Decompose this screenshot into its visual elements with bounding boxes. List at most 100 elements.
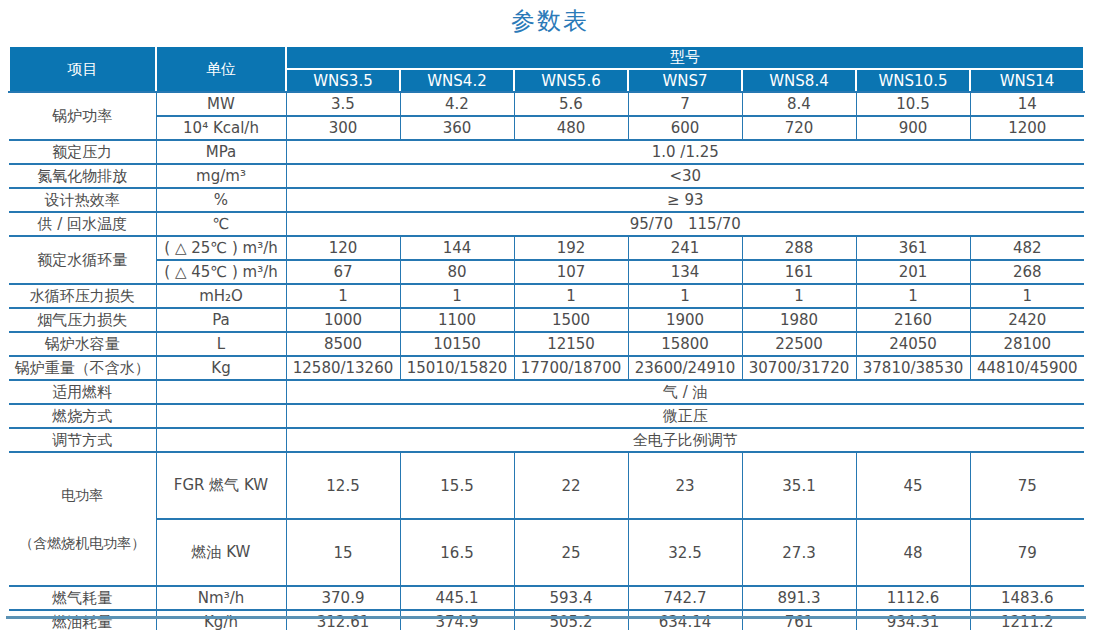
model-header: WNS7	[628, 69, 742, 92]
row-unit	[156, 380, 286, 404]
value-cell: 1	[970, 284, 1084, 308]
value-cell: 15800	[628, 332, 742, 356]
value-cell: 17700/18700	[514, 356, 628, 380]
value-cell: 5.6	[514, 92, 628, 116]
value-cell: 79	[970, 519, 1084, 586]
value-cell: 10150	[400, 332, 514, 356]
table-row-combustion: 燃烧方式 微正压	[9, 404, 1084, 428]
value-cell: 4.2	[400, 92, 514, 116]
value-cell: 1100	[400, 308, 514, 332]
value-cell: 1900	[628, 308, 742, 332]
value-cell: 761	[742, 610, 856, 630]
row-label: 供 / 回水温度	[9, 212, 156, 236]
row-unit: L	[156, 332, 286, 356]
row-label: 额定水循环量	[9, 236, 156, 284]
value-cell: 23600/24910	[628, 356, 742, 380]
value-cell: 742.7	[628, 586, 742, 610]
value-cell: 634.14	[628, 610, 742, 630]
table-row-circulation-25: 额定水循环量 ( △ 25℃ ) m³/h 120 144 192 241 28…	[9, 236, 1084, 260]
value-cell: 45	[856, 452, 970, 519]
table-row-power-kcal: 10⁴ Kcal/h 300 360 480 600 720 900 1200	[9, 116, 1084, 140]
table-row-circ-loss: 水循环压力损失 mH₂O 1 1 1 1 1 1 1	[9, 284, 1084, 308]
value-cell: 35.1	[742, 452, 856, 519]
row-unit: Kg/h	[156, 610, 286, 630]
model-header: WNS8.4	[742, 69, 856, 92]
value-cell: 30700/31720	[742, 356, 856, 380]
value-cell: 374.9	[400, 610, 514, 630]
value-cell: 22500	[742, 332, 856, 356]
page-title: 参数表	[0, 0, 1100, 38]
value-cell: 900	[856, 116, 970, 140]
row-unit: ℃	[156, 212, 286, 236]
row-label: 适用燃料	[9, 380, 156, 404]
value-cell: 192	[514, 236, 628, 260]
value-cell: 268	[970, 260, 1084, 284]
value-cell: 480	[514, 116, 628, 140]
row-unit: FGR 燃气 KW	[156, 452, 286, 519]
value-cell: 1.0 /1.25	[286, 140, 1084, 164]
value-cell: 891.3	[742, 586, 856, 610]
table-row-gas-consumption: 燃气耗量 Nm³/h 370.9 445.1 593.4 742.7 891.3…	[9, 586, 1084, 610]
value-cell: 288	[742, 236, 856, 260]
value-cell: 505.2	[514, 610, 628, 630]
table-row-regulation: 调节方式 全电子比例调节	[9, 428, 1084, 452]
value-cell: 23	[628, 452, 742, 519]
value-cell: 1112.6	[856, 586, 970, 610]
column-header-model-group: 型号	[286, 46, 1084, 69]
row-label: 锅炉水容量	[9, 332, 156, 356]
value-cell: 15.5	[400, 452, 514, 519]
value-cell: 气 / 油	[286, 380, 1084, 404]
model-header: WNS14	[970, 69, 1084, 92]
value-cell: 15010/15820	[400, 356, 514, 380]
value-cell: 720	[742, 116, 856, 140]
row-label: 燃油耗量	[9, 610, 156, 630]
model-header: WNS10.5	[856, 69, 970, 92]
value-cell: 201	[856, 260, 970, 284]
row-unit: Nm³/h	[156, 586, 286, 610]
value-cell: 300	[286, 116, 400, 140]
row-label-line2: （含燃烧机电功率）	[9, 535, 156, 551]
row-label: 调节方式	[9, 428, 156, 452]
value-cell: 16.5	[400, 519, 514, 586]
value-cell: 37810/38530	[856, 356, 970, 380]
value-cell: 12150	[514, 332, 628, 356]
value-cell: 1	[400, 284, 514, 308]
value-cell: 48	[856, 519, 970, 586]
row-label: 设计热效率	[9, 188, 156, 212]
table-row-electric-oil: 燃油 KW 15 16.5 25 32.5 27.3 48 79	[9, 519, 1084, 586]
value-cell: 12580/13260	[286, 356, 400, 380]
value-cell: 22	[514, 452, 628, 519]
value-cell: 12.5	[286, 452, 400, 519]
row-unit: ( △ 25℃ ) m³/h	[156, 236, 286, 260]
table-row-water-capacity: 锅炉水容量 L 8500 10150 12150 15800 22500 240…	[9, 332, 1084, 356]
value-cell: 2420	[970, 308, 1084, 332]
row-unit: Pa	[156, 308, 286, 332]
value-cell: 134	[628, 260, 742, 284]
table-row-efficiency: 设计热效率 % ≥ 93	[9, 188, 1084, 212]
row-label: 锅炉重量（不含水）	[9, 356, 156, 380]
value-cell: 1	[856, 284, 970, 308]
table-row-fuel: 适用燃料 气 / 油	[9, 380, 1084, 404]
value-cell: 微正压	[286, 404, 1084, 428]
value-cell: <30	[286, 164, 1084, 188]
value-cell: 75	[970, 452, 1084, 519]
value-cell: 600	[628, 116, 742, 140]
value-cell: 95/70 115/70	[286, 212, 1084, 236]
value-cell: 370.9	[286, 586, 400, 610]
value-cell: 934.31	[856, 610, 970, 630]
value-cell: 360	[400, 116, 514, 140]
row-label: 额定压力	[9, 140, 156, 164]
value-cell: 1	[628, 284, 742, 308]
row-unit: mH₂O	[156, 284, 286, 308]
row-unit: 燃油 KW	[156, 519, 286, 586]
value-cell: 10.5	[856, 92, 970, 116]
value-cell: 28100	[970, 332, 1084, 356]
value-cell: 67	[286, 260, 400, 284]
row-unit: Kg	[156, 356, 286, 380]
column-header-item: 项目	[9, 46, 156, 92]
table-row-water-temp: 供 / 回水温度 ℃ 95/70 115/70	[9, 212, 1084, 236]
table-row-nox: 氮氧化物排放 mg/m³ <30	[9, 164, 1084, 188]
value-cell: 25	[514, 519, 628, 586]
value-cell: 144	[400, 236, 514, 260]
value-cell: 24050	[856, 332, 970, 356]
